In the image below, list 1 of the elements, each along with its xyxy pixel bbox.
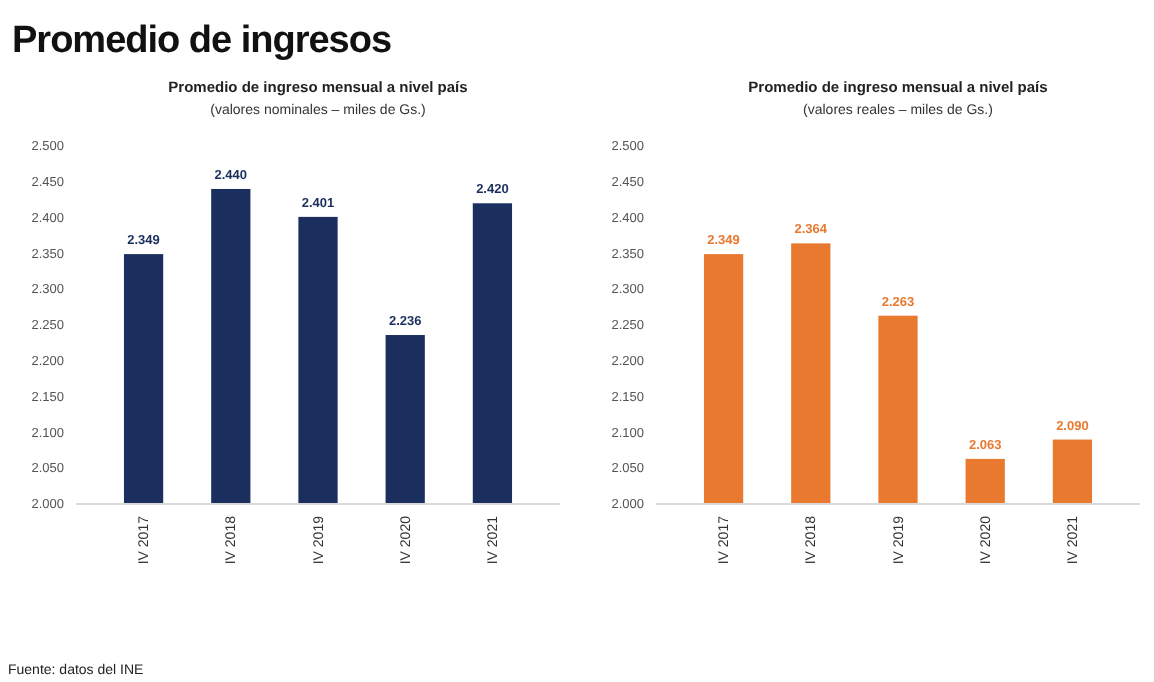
text: Promedio de ingresos bbox=[12, 20, 392, 62]
